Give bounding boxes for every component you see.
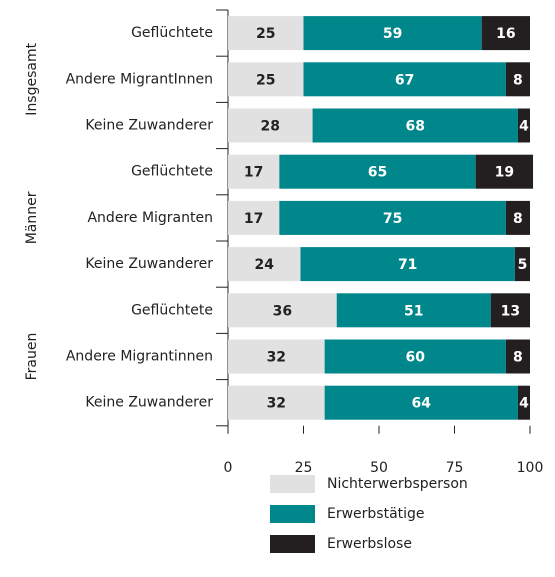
value-label: 36 bbox=[273, 303, 292, 319]
value-label: 13 bbox=[501, 303, 520, 319]
value-label: 8 bbox=[513, 211, 523, 227]
value-label: 60 bbox=[405, 350, 425, 366]
category-label: Geflüchtete bbox=[131, 302, 213, 318]
bar-segment bbox=[303, 16, 482, 51]
category-label: Andere MigrantInnen bbox=[66, 71, 213, 87]
bar-segment bbox=[300, 247, 515, 282]
value-label: 19 bbox=[495, 165, 514, 181]
bar-segment bbox=[312, 108, 518, 143]
x-tick-label: 25 bbox=[295, 460, 313, 476]
bar-segment bbox=[228, 247, 301, 282]
value-label: 68 bbox=[405, 119, 424, 135]
x-tick-label: 75 bbox=[446, 460, 464, 476]
legend-swatch bbox=[270, 505, 315, 523]
bar-segment bbox=[228, 108, 313, 143]
group-label: Insgesamt bbox=[24, 42, 40, 115]
value-label: 65 bbox=[368, 165, 387, 181]
value-label: 32 bbox=[267, 396, 286, 412]
category-label: Geflüchtete bbox=[131, 25, 213, 41]
x-tick-label: 50 bbox=[370, 460, 388, 476]
bar-segment bbox=[505, 339, 530, 374]
value-label: 4 bbox=[519, 396, 529, 412]
bar-segment bbox=[517, 108, 530, 143]
category-label: Andere Migrantinnen bbox=[66, 349, 213, 365]
bar-segment bbox=[490, 293, 530, 328]
x-tick-label: 0 bbox=[224, 460, 233, 476]
value-label: 25 bbox=[256, 26, 275, 42]
value-label: 51 bbox=[404, 303, 423, 319]
legend-label: Erwerbstätige bbox=[327, 506, 425, 522]
value-label: 71 bbox=[398, 257, 417, 273]
value-label: 64 bbox=[412, 396, 432, 412]
bar-segment bbox=[228, 16, 304, 51]
value-label: 24 bbox=[254, 257, 274, 273]
value-label: 17 bbox=[244, 211, 263, 227]
value-label: 8 bbox=[513, 350, 523, 366]
legend-label: Erwerbslose bbox=[327, 536, 412, 552]
value-label: 32 bbox=[267, 350, 286, 366]
value-label: 59 bbox=[383, 26, 402, 42]
value-label: 5 bbox=[518, 257, 528, 273]
value-label: 4 bbox=[519, 119, 529, 135]
value-label: 17 bbox=[244, 165, 263, 181]
value-label: 28 bbox=[261, 119, 280, 135]
bar-segment bbox=[336, 293, 491, 328]
group-label: Männer bbox=[24, 191, 40, 244]
category-label: Geflüchtete bbox=[131, 164, 213, 180]
bar-segment bbox=[505, 62, 530, 97]
value-label: 16 bbox=[496, 26, 515, 42]
legend-label: Nichterwerbsperson bbox=[327, 476, 468, 492]
bar-segment bbox=[228, 62, 304, 97]
bar-segment bbox=[514, 247, 530, 282]
category-label: Keine Zuwanderer bbox=[85, 256, 213, 272]
bar-segment bbox=[228, 339, 325, 374]
value-label: 25 bbox=[256, 72, 275, 88]
category-label: Keine Zuwanderer bbox=[85, 118, 213, 134]
value-label: 8 bbox=[513, 72, 523, 88]
legend-swatch bbox=[270, 535, 315, 553]
bar-segment bbox=[228, 200, 280, 235]
value-label: 75 bbox=[383, 211, 402, 227]
x-tick-label: 100 bbox=[517, 460, 544, 476]
value-label: 67 bbox=[395, 72, 414, 88]
bar-segment bbox=[279, 154, 476, 189]
bar-segment bbox=[517, 385, 530, 420]
bar-segment bbox=[228, 293, 337, 328]
category-label: Andere Migranten bbox=[87, 210, 213, 226]
bar-segment bbox=[324, 339, 506, 374]
category-label: Keine Zuwanderer bbox=[85, 395, 213, 411]
bar-segment bbox=[475, 154, 534, 189]
legend-swatch bbox=[270, 475, 315, 493]
bar-segment bbox=[279, 200, 506, 235]
bar-segment bbox=[505, 200, 530, 235]
group-label: Frauen bbox=[24, 333, 40, 381]
bar-segment bbox=[228, 385, 325, 420]
bar-segment bbox=[228, 154, 280, 189]
bar-segment bbox=[324, 385, 518, 420]
bar-segment bbox=[481, 16, 530, 51]
bar-segment bbox=[303, 62, 506, 97]
